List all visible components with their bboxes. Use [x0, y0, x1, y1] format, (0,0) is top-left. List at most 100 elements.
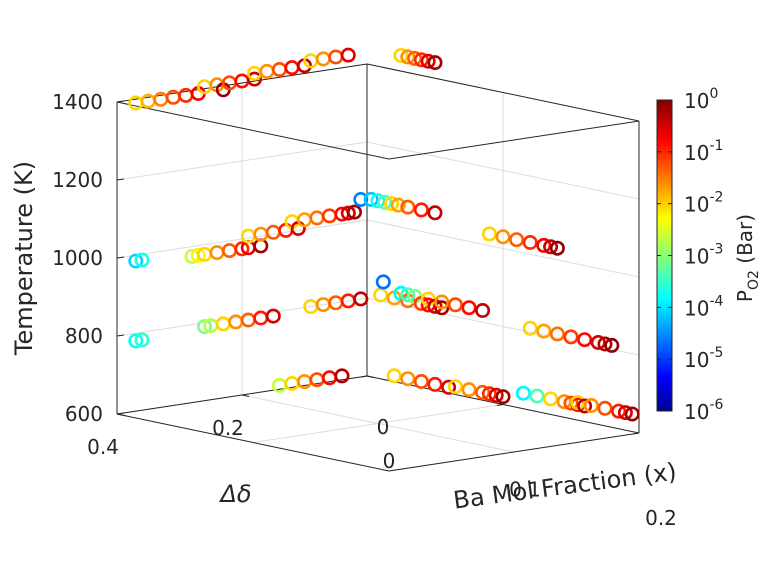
data-point [427, 376, 443, 392]
data-point [265, 224, 281, 240]
data-point [577, 398, 593, 414]
data-point [197, 319, 213, 335]
data-point [375, 274, 391, 290]
data-point [386, 368, 402, 384]
data-point [481, 226, 497, 242]
data-point [447, 379, 463, 395]
grid-lines [116, 63, 640, 472]
data-point [420, 297, 436, 313]
data-point [549, 240, 565, 256]
data-point [265, 308, 281, 324]
x-tick-mark [496, 404, 504, 406]
colorbar-label-unit: (Bar) [733, 214, 757, 270]
data-point [536, 237, 552, 253]
data-point [522, 235, 538, 251]
data-point [407, 50, 423, 66]
data-point [247, 71, 263, 87]
data-point [597, 400, 613, 416]
data-point [400, 199, 416, 215]
x-tick-label: 0.2 [645, 506, 677, 530]
colorbar-ticks: 10-6 10-5 10-4 10-3 10-2 10-1 100 [657, 86, 724, 424]
data-point [495, 229, 511, 245]
x-tick-mark [632, 432, 640, 435]
data-point [583, 397, 599, 413]
data-point [413, 52, 429, 68]
data-point [296, 212, 312, 228]
data-point [461, 382, 477, 398]
x-tick-label: 0 [383, 449, 396, 473]
data-point [617, 405, 633, 421]
colorbar-tick-label: 10-4 [684, 293, 724, 320]
axis-edge [388, 120, 640, 160]
data-points [128, 47, 640, 422]
data-point [495, 389, 511, 405]
data-point [475, 384, 491, 400]
data-point [222, 243, 238, 259]
data-point [427, 55, 443, 71]
data-point [134, 252, 150, 268]
data-point [340, 205, 356, 221]
data-point [590, 334, 606, 350]
data-point [346, 204, 362, 220]
data-point [522, 320, 538, 336]
tick-labels: 600 800 1000 1200 1400 0 0.1 0.2 0 0.2 0.4 [52, 90, 677, 530]
z-tick-label: 1400 [52, 90, 103, 114]
data-point [515, 385, 531, 401]
data-point [340, 47, 356, 63]
data-point [481, 386, 497, 402]
data-point [604, 337, 620, 353]
data-point [488, 387, 504, 403]
data-point [190, 247, 206, 263]
y-tick-label: 0 [377, 415, 390, 439]
data-point [597, 336, 613, 352]
data-point [413, 202, 429, 218]
data-point [461, 300, 477, 316]
data-point [441, 379, 457, 395]
data-point [353, 291, 369, 307]
data-point [549, 326, 565, 342]
data-point [390, 197, 406, 213]
z-tick-label: 800 [65, 324, 103, 348]
data-point [259, 63, 275, 79]
x-tick-mark [360, 375, 368, 378]
y-tick-label: 0.4 [87, 435, 119, 459]
data-point [383, 196, 399, 212]
data-point [624, 406, 640, 422]
z-tick-mark [116, 100, 125, 103]
colorbar-tick-label: 10-3 [684, 242, 723, 269]
data-point [315, 51, 331, 67]
grid-line [241, 394, 515, 453]
data-point [543, 391, 559, 407]
data-point [278, 222, 294, 238]
z-tick-label: 600 [65, 402, 103, 426]
y-tick-mark [241, 394, 250, 397]
x-tick-label: 0.1 [509, 478, 541, 502]
colorbar-tick-label: 100 [684, 86, 718, 113]
data-point [529, 388, 545, 404]
axis-edge [366, 63, 640, 122]
data-point [434, 294, 450, 310]
data-point [400, 287, 416, 303]
data-point [400, 49, 416, 65]
colorbar-tick-label: 10-2 [684, 190, 723, 217]
z-tick-label: 1200 [52, 168, 103, 192]
colorbar-label-sub: O2 [746, 270, 762, 290]
data-point [128, 333, 144, 349]
data-point [334, 368, 350, 384]
data-point [536, 323, 552, 339]
colorbar-tick-label: 10-1 [684, 138, 723, 165]
data-point [577, 332, 593, 348]
y-tick-mark [366, 375, 375, 378]
colorbar-tick-label: 10-6 [684, 397, 724, 424]
data-point [563, 329, 579, 345]
data-point [321, 208, 337, 224]
data-point [543, 239, 559, 255]
colorbar: 10-6 10-5 10-4 10-3 10-2 10-1 100 PO2 (Bar) [656, 86, 762, 424]
z-tick-mark [116, 334, 125, 337]
z-axis-label: Temperature (K) [10, 161, 38, 356]
y-tick-mark [116, 413, 125, 416]
z-tick-mark [116, 256, 125, 259]
axis-edge [116, 63, 368, 103]
data-point [475, 302, 491, 318]
data-point [611, 403, 627, 419]
